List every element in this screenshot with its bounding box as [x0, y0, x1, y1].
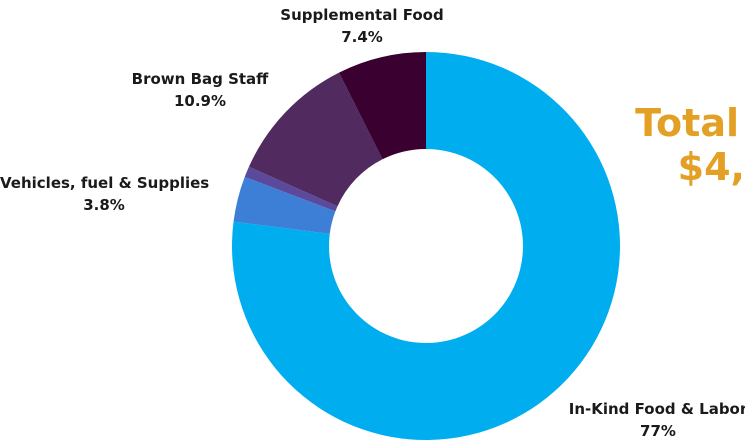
slice-other [244, 166, 338, 212]
label-brown-bag-staff-name: Brown Bag Staff [131, 70, 269, 88]
label-vehicles-name: Vehicles, fuel & Supplies [0, 174, 210, 192]
label-vehicles-value: 3.8% [83, 196, 125, 214]
total-label-line2: $4, [677, 145, 745, 189]
label-supplemental-food-value: 7.4% [341, 28, 383, 46]
label-in-kind-value: 77% [640, 422, 676, 440]
label-in-kind-food-labor: In-Kind Food & Labor 77% [568, 398, 745, 442]
slice-supplemental-food [339, 52, 426, 160]
label-brown-bag-staff-value: 10.9% [173, 92, 227, 110]
total-label-line1: Total [635, 101, 739, 145]
slice-vehicles-fuel-supplies [233, 176, 336, 234]
label-supplemental-food: Supplemental Food 7.4% [262, 4, 462, 48]
label-vehicles-fuel-supplies: Vehicles, fuel & Supplies 3.8% [0, 172, 210, 216]
slice-in-kind-food-labor [231, 52, 620, 440]
label-brown-bag-staff: Brown Bag Staff 10.9% [100, 68, 300, 112]
label-in-kind-name: In-Kind Food & Labor [568, 400, 745, 418]
total-label: Total $4, [635, 101, 745, 189]
label-supplemental-food-name: Supplemental Food [280, 6, 444, 24]
slice-brown-bag-staff [248, 72, 383, 207]
